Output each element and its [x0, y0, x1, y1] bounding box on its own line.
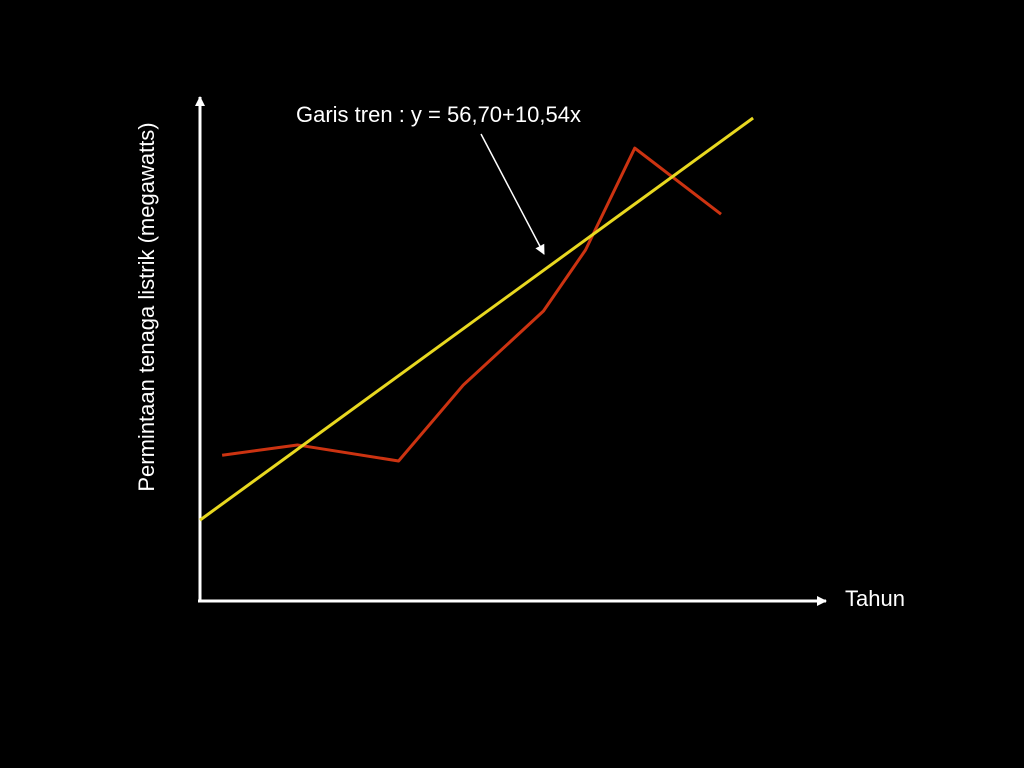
data-line — [199, 116, 754, 522]
x-axis-label: Tahun — [845, 586, 905, 611]
annotation-arrow — [480, 133, 545, 255]
annotation: Garis tren : y = 56,70+10,54x — [296, 102, 581, 127]
data-line — [221, 146, 722, 463]
y-axis-label: Permintaan tenaga listrik (megawatts) — [134, 122, 159, 491]
